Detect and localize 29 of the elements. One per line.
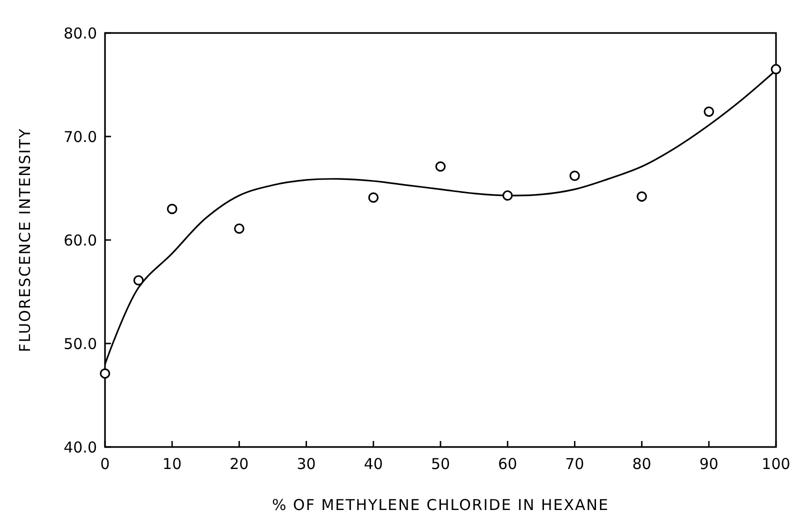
x-tick-label: 50 <box>430 455 450 473</box>
x-tick-label: 20 <box>230 455 249 473</box>
x-tick-label: 100 <box>762 455 790 473</box>
x-axis-title: % OF METHYLENE CHLORIDE IN HEXANE <box>272 496 609 514</box>
point <box>704 106 714 117</box>
x-tick-label: 40 <box>364 455 383 473</box>
point <box>166 204 178 214</box>
x-tick-label: 30 <box>296 455 316 473</box>
point <box>570 170 580 181</box>
point <box>133 275 144 286</box>
y-tick-label: 80.0 <box>64 24 97 42</box>
y-axis-title: FLUORESCENCE INTENSITY <box>16 128 34 352</box>
x-tick-label: 90 <box>699 455 718 473</box>
x-tick-label: 60 <box>498 455 518 473</box>
point <box>770 64 782 74</box>
x-tick-label: 10 <box>162 455 182 473</box>
point <box>234 223 244 234</box>
point <box>435 161 446 172</box>
x-tick-label: 80 <box>632 455 652 473</box>
point <box>502 190 513 201</box>
point <box>368 192 379 203</box>
y-tick-label: 50.0 <box>64 334 97 353</box>
x-tick-label: 0 <box>100 455 110 473</box>
y-tick-label: 60.0 <box>64 231 97 250</box>
x-tick-label: 70 <box>565 455 584 473</box>
point <box>100 368 110 379</box>
y-tick-label: 40.0 <box>64 438 97 456</box>
point <box>636 191 647 202</box>
y-tick-label: 70.0 <box>64 128 97 146</box>
